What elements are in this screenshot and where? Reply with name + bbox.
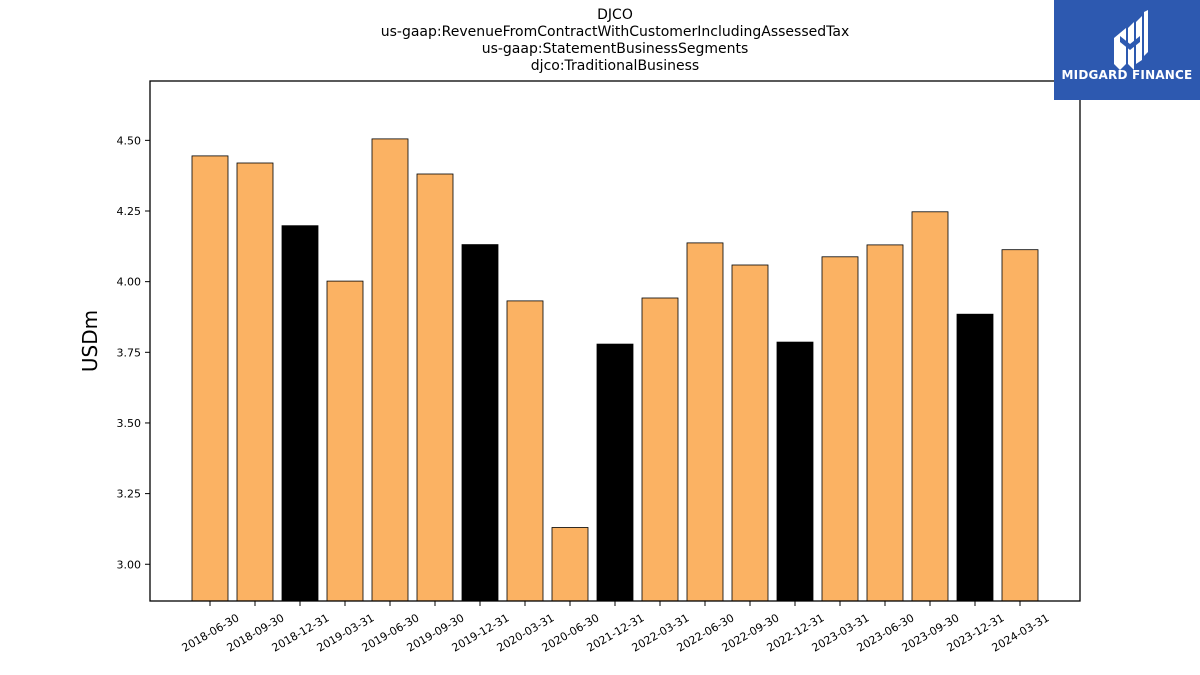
chart-title-line-3: us-gaap:StatementBusinessSegments <box>481 41 749 57</box>
bar <box>281 225 319 602</box>
bar <box>236 162 274 602</box>
bar <box>911 211 949 602</box>
bar <box>641 297 679 602</box>
y-tick-label: 4.00 <box>117 276 142 289</box>
bar <box>686 242 724 602</box>
y-tick-label: 3.25 <box>117 488 142 501</box>
bar <box>506 300 544 602</box>
bar <box>776 341 814 602</box>
bar <box>821 256 859 602</box>
bar <box>551 527 589 602</box>
bar <box>371 138 409 602</box>
y-tick-label: 4.50 <box>117 134 142 147</box>
logo-mark-icon <box>1114 10 1148 70</box>
bar <box>191 155 229 602</box>
chart-title-line-4: djco:TraditionalBusiness <box>530 58 700 74</box>
bar <box>866 244 904 602</box>
y-axis-label: USDm <box>78 310 102 372</box>
bar <box>956 313 994 602</box>
midgard-finance-logo: MIDGARD FINANCE <box>1054 0 1200 100</box>
bar <box>596 343 634 602</box>
y-tick-label: 3.50 <box>117 417 142 430</box>
chart-title-line-2: us-gaap:RevenueFromContractWithCustomerI… <box>380 24 850 40</box>
bar <box>731 264 769 602</box>
bar <box>1001 249 1039 602</box>
y-tick-label: 3.00 <box>117 558 142 571</box>
chart-title-line-1: DJCO <box>597 7 633 23</box>
bar <box>326 280 364 602</box>
bar <box>461 244 499 602</box>
y-tick-label: 3.75 <box>117 346 142 359</box>
y-tick-label: 4.25 <box>117 205 142 218</box>
bar <box>416 173 454 602</box>
logo-text: MIDGARD FINANCE <box>1061 68 1193 82</box>
chart-title: DJCO us-gaap:RevenueFromContractWithCust… <box>150 7 1080 75</box>
